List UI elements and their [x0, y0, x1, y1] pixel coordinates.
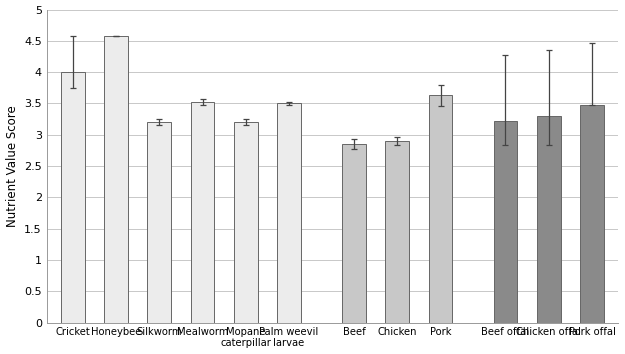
Bar — [61, 72, 84, 323]
Bar — [191, 102, 214, 323]
Bar — [494, 121, 518, 323]
Bar — [580, 105, 604, 323]
Bar — [234, 122, 258, 323]
Bar — [104, 36, 128, 323]
Bar — [386, 141, 409, 323]
Bar — [537, 116, 561, 323]
Bar — [278, 103, 301, 323]
Bar — [148, 122, 171, 323]
Bar — [342, 144, 366, 323]
Y-axis label: Nutrient Value Score: Nutrient Value Score — [6, 105, 19, 227]
Bar — [429, 95, 452, 323]
